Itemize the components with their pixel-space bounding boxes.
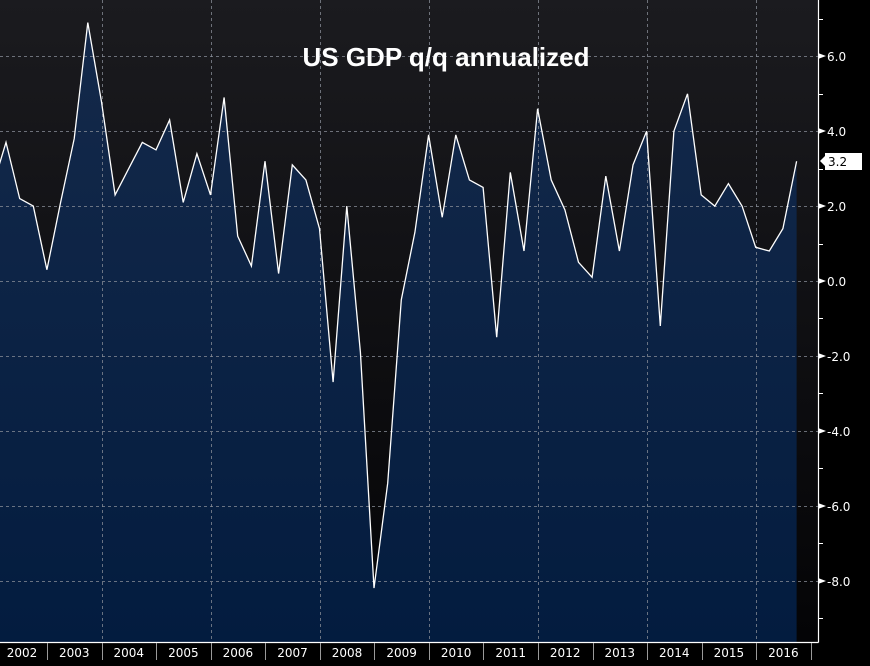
ytick-marker: [818, 503, 826, 509]
series-line: [0, 22, 798, 589]
last-value-label: 3.2: [828, 155, 847, 169]
xtick-label: 2003: [59, 646, 90, 660]
ytick-marker: [818, 53, 826, 59]
xtick-label: 2016: [768, 646, 799, 660]
xtick-label: 2009: [386, 646, 417, 660]
xtick-label: 2010: [441, 646, 472, 660]
chart-title: US GDP q/q annualized: [302, 42, 589, 72]
ytick-label: 2.0: [827, 200, 846, 214]
last-value-box: [825, 153, 862, 170]
xtick-label: 2012: [550, 646, 581, 660]
ytick-marker: [818, 128, 826, 134]
xtick-label: 2006: [223, 646, 254, 660]
ytick-label: -8.0: [827, 575, 850, 589]
ytick-label: -4.0: [827, 425, 850, 439]
ytick-label: 4.0: [827, 125, 846, 139]
ytick-marker: [818, 278, 826, 284]
ytick-marker: [818, 203, 826, 209]
xtick-label: 2004: [114, 646, 145, 660]
xtick-label: 2011: [495, 646, 526, 660]
xtick-label: 2008: [332, 646, 363, 660]
ytick-marker: [818, 428, 826, 434]
ytick-label: -6.0: [827, 500, 850, 514]
last-value-marker: 3.2: [820, 153, 862, 170]
xtick-label: 2015: [714, 646, 745, 660]
xtick-label: 2002: [7, 646, 38, 660]
ytick-marker: [818, 353, 826, 359]
ytick-marker: [818, 578, 826, 584]
last-value-pointer: [820, 155, 826, 167]
ytick-label: 0.0: [827, 275, 846, 289]
xtick-label: 2014: [659, 646, 690, 660]
ytick-label: 6.0: [827, 50, 846, 64]
series-area-fill: [0, 22, 797, 642]
xtick-label: 2013: [605, 646, 636, 660]
xtick-label: 2005: [168, 646, 199, 660]
xtick-label: 2007: [277, 646, 308, 660]
ytick-label: -2.0: [827, 350, 850, 364]
